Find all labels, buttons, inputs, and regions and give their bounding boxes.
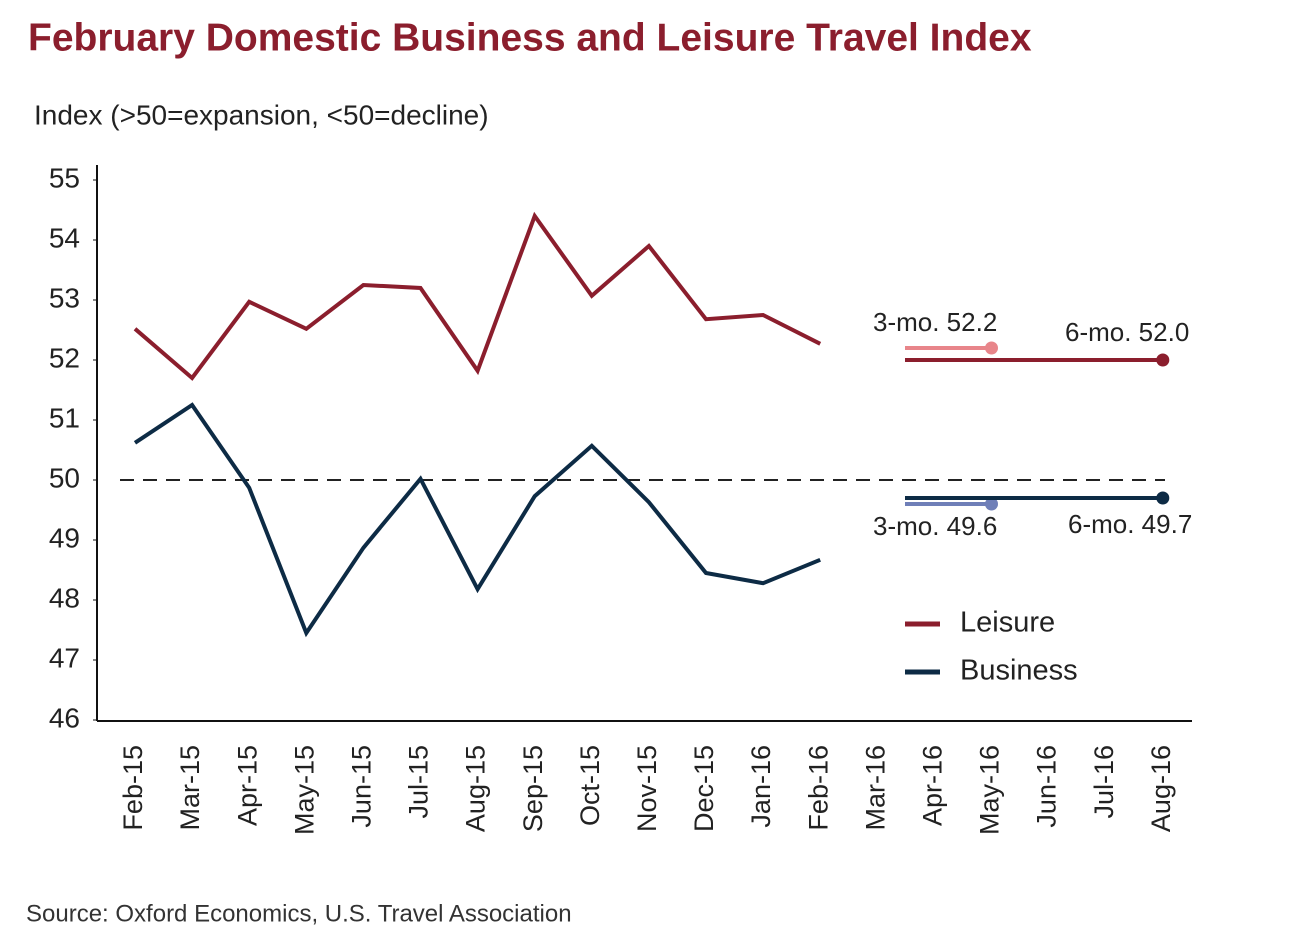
- y-tick-label: 49: [49, 522, 80, 553]
- x-tick-label: Apr-15: [232, 745, 262, 826]
- x-tick-label: Aug-15: [461, 745, 491, 832]
- x-tick-label: May-16: [975, 745, 1005, 835]
- x-tick-label: Jun-16: [1032, 745, 1062, 828]
- y-tick-label: 52: [49, 342, 80, 373]
- x-tick-label: Feb-15: [118, 745, 148, 831]
- x-tick-label: Jan-16: [746, 745, 776, 828]
- chart-title: February Domestic Business and Leisure T…: [28, 16, 1032, 59]
- x-tick-label: Jul-16: [1089, 745, 1119, 819]
- x-tick-label: Sep-15: [518, 745, 548, 832]
- y-tick-label: 54: [49, 222, 80, 253]
- y-tick-label: 51: [49, 402, 80, 433]
- average-marker: [1156, 491, 1170, 505]
- x-tick-label: Jun-15: [347, 745, 377, 828]
- source: Source: Oxford Economics, U.S. Travel As…: [26, 900, 572, 927]
- average-label: 6-mo. 52.0: [1065, 317, 1189, 347]
- y-tick-label: 50: [49, 462, 80, 493]
- y-tick-label: 47: [49, 642, 80, 673]
- legend-label: Leisure: [960, 607, 1055, 639]
- y-tick-label: 46: [49, 702, 80, 733]
- y-tick-label: 48: [49, 582, 80, 613]
- data-line: [133, 211, 822, 381]
- y-tick-label: 55: [49, 162, 80, 193]
- average-marker: [985, 497, 998, 511]
- y-tick-label: 53: [49, 282, 80, 313]
- legend-label: Business: [960, 655, 1078, 687]
- average-label: 6-mo. 49.7: [1068, 509, 1192, 539]
- average-marker: [1156, 353, 1170, 367]
- x-tick-label: Apr-16: [918, 745, 948, 826]
- x-tick-label: Nov-15: [632, 745, 662, 832]
- average-label: 3-mo. 52.2: [873, 307, 997, 337]
- x-tick-label: Mar-15: [175, 745, 205, 831]
- x-tick-label: Oct-15: [575, 745, 605, 826]
- x-tick-label: Mar-16: [860, 745, 890, 831]
- average-marker: [985, 341, 998, 355]
- x-tick-label: Aug-16: [1146, 745, 1176, 832]
- data-line: [133, 402, 821, 638]
- x-tick-label: Jul-15: [404, 745, 434, 819]
- subtitle: Index (>50=expansion, <50=decline): [34, 99, 489, 130]
- x-tick-label: Feb-16: [803, 745, 833, 831]
- x-tick-label: Dec-15: [689, 745, 719, 832]
- x-tick-label: May-15: [289, 745, 319, 835]
- average-label: 3-mo. 49.6: [873, 511, 997, 541]
